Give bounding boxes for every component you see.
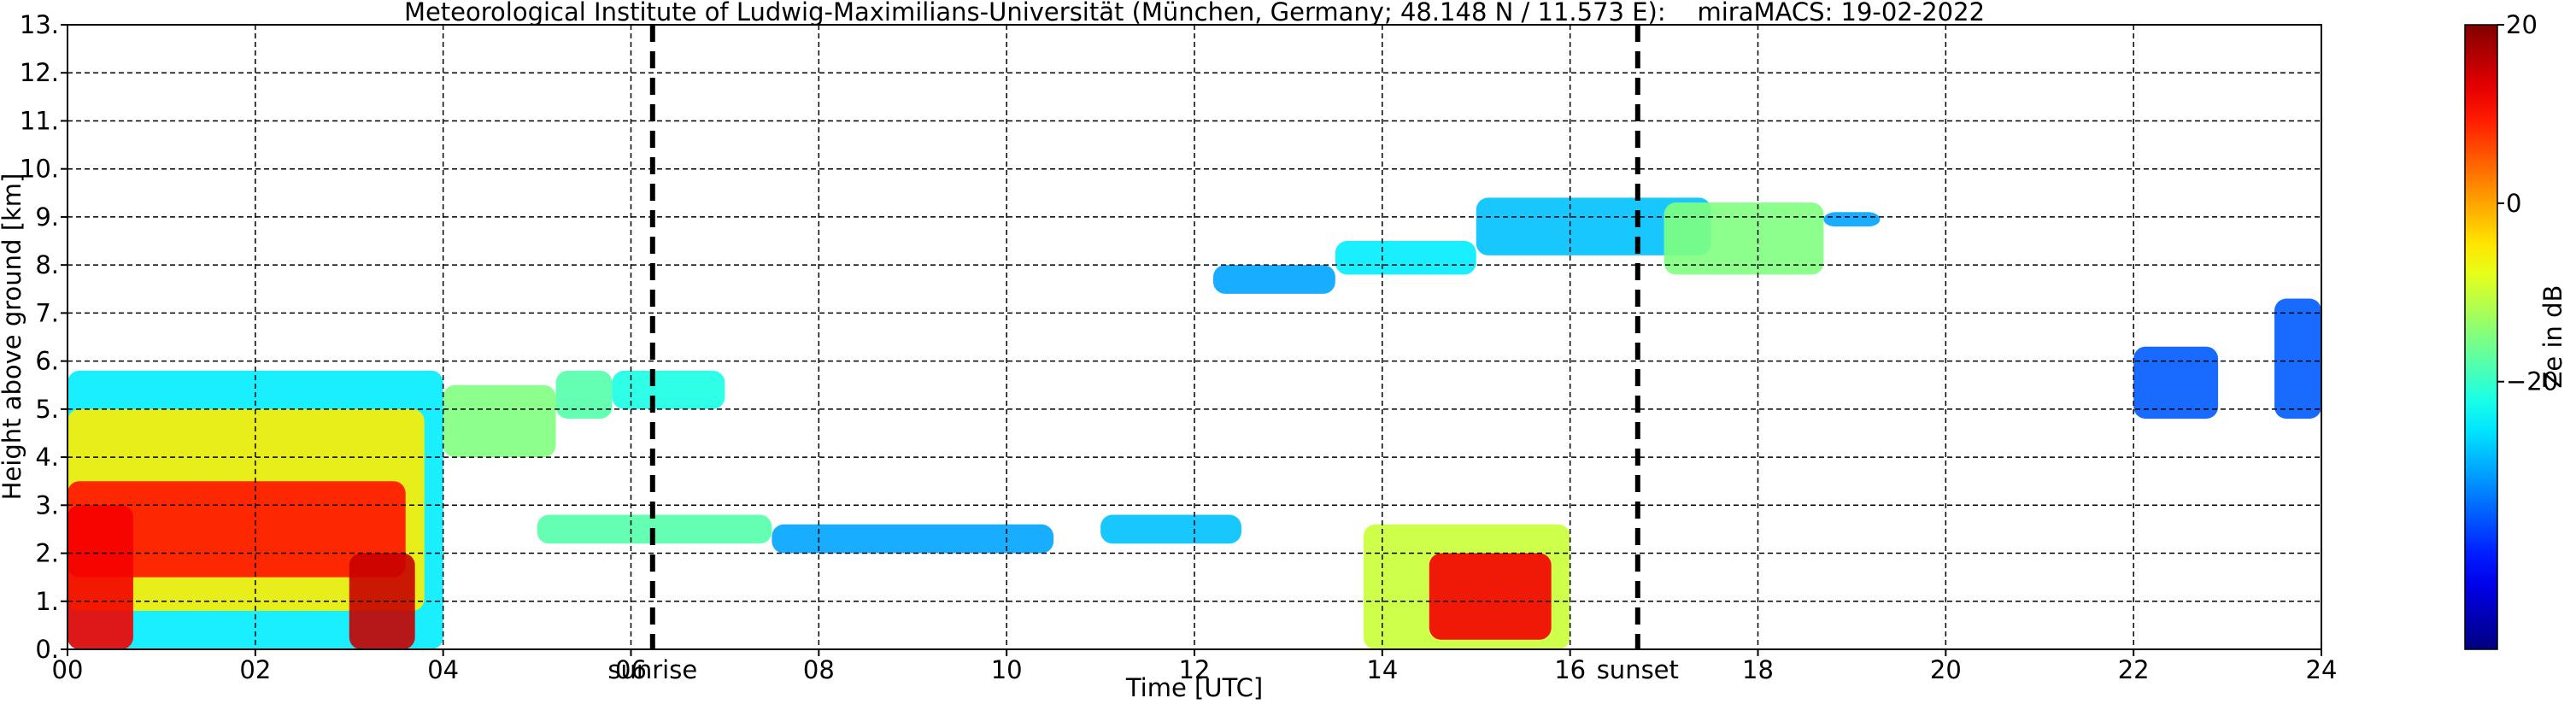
y-tick-label: 0. xyxy=(35,635,59,664)
colorbar-tick-label: 0 xyxy=(2506,189,2521,218)
x-tick-label: 14 xyxy=(1366,655,1398,684)
echo-cell xyxy=(2133,346,2219,419)
echo-cell xyxy=(1335,241,1476,275)
x-tick-label: 02 xyxy=(239,655,271,684)
echo-cell xyxy=(772,524,1054,554)
echo-cell xyxy=(1100,514,1241,544)
y-axis-label: Height above ground [km] xyxy=(0,173,26,501)
y-tick-label: 13. xyxy=(20,10,59,39)
y-tick-label: 1. xyxy=(35,587,59,616)
x-tick-label: 24 xyxy=(2306,655,2338,684)
x-tick-label: 10 xyxy=(991,655,1023,684)
echo-cell xyxy=(2274,298,2321,419)
y-tick-label: 8. xyxy=(35,250,59,279)
x-axis-label: Time [UTC] xyxy=(1125,673,1263,702)
colorbar-tick-label: 20 xyxy=(2506,10,2538,39)
chart-title: Meteorological Institute of Ludwig-Maxim… xyxy=(404,0,1985,26)
echo-cell xyxy=(1476,197,1711,255)
x-tick-label: 18 xyxy=(1742,655,1774,684)
x-tick-label: 08 xyxy=(803,655,835,684)
colorbar-label: Ze in dB xyxy=(2538,285,2567,389)
x-tick-label: 16 xyxy=(1554,655,1586,684)
y-tick-label: 4. xyxy=(35,443,59,472)
x-tick-label: 22 xyxy=(2118,655,2150,684)
echo-cell xyxy=(1212,265,1335,294)
y-tick-label: 5. xyxy=(35,395,59,424)
day-marker-label: sunrise xyxy=(607,655,697,684)
y-tick-label: 11. xyxy=(20,106,59,135)
echo-cell xyxy=(1429,553,1552,640)
x-tick-label: 20 xyxy=(1930,655,1962,684)
echo-cell xyxy=(443,384,556,458)
colorbar-tick-label: −20 xyxy=(2506,367,2558,396)
y-tick-label: 3. xyxy=(35,490,59,519)
x-tick-label: 12 xyxy=(1179,655,1211,684)
y-tick-label: 10. xyxy=(20,155,59,184)
day-marker-label: sunset xyxy=(1597,655,1679,684)
colorbar xyxy=(2464,24,2498,650)
y-tick-label: 2. xyxy=(35,539,59,568)
x-tick-label: 04 xyxy=(427,655,459,684)
plot-frame xyxy=(67,24,2322,650)
y-tick-label: 7. xyxy=(35,298,59,327)
echo-cell xyxy=(349,553,415,649)
echo-cell xyxy=(612,370,725,409)
echo-cell xyxy=(555,370,613,419)
echo-cell xyxy=(67,505,133,649)
echo-cell xyxy=(1664,202,1824,275)
x-tick-label: 06 xyxy=(615,655,647,684)
x-tick-label: 00 xyxy=(52,655,84,684)
y-tick-label: 6. xyxy=(35,347,59,376)
y-tick-label: 12. xyxy=(20,58,59,87)
echo-cell xyxy=(67,481,406,578)
y-tick-label: 9. xyxy=(35,202,59,232)
echo-cell xyxy=(1823,212,1881,227)
